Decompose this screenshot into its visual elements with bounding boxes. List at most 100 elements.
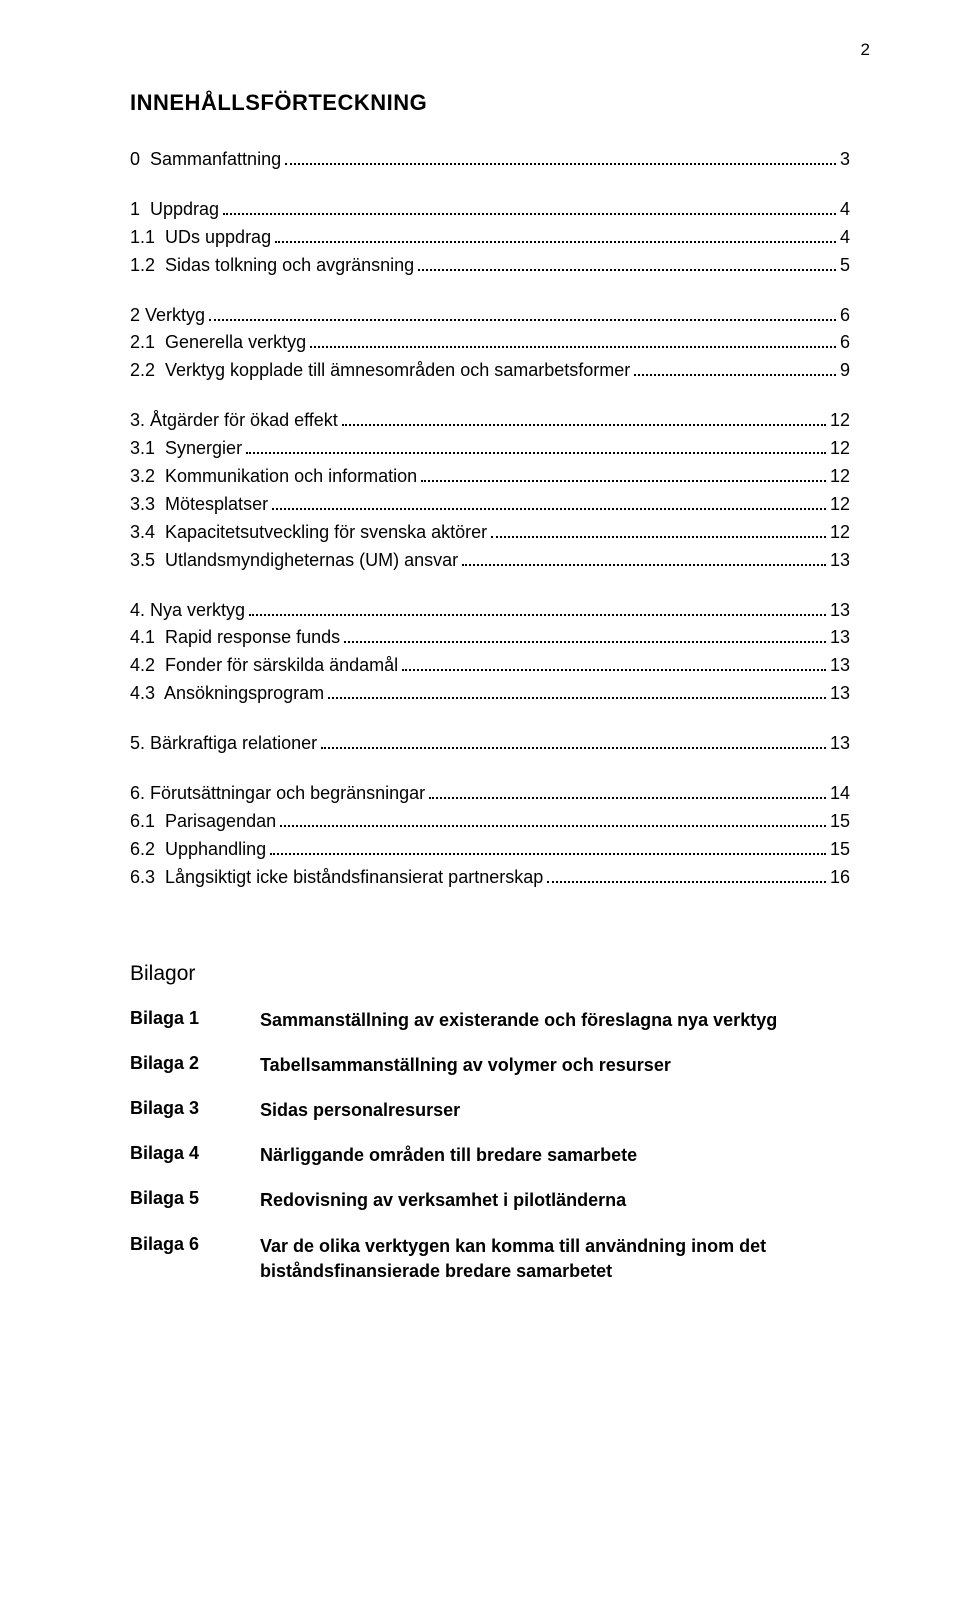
- toc-label: 6.1 Parisagendan: [130, 808, 276, 836]
- bilaga-label: Bilaga 5: [130, 1188, 260, 1209]
- toc-leader: [634, 363, 836, 377]
- toc-page: 13: [830, 547, 850, 575]
- bilaga-row: Bilaga 3 Sidas personalresurser: [130, 1098, 850, 1123]
- toc-label: 4.1 Rapid response funds: [130, 624, 340, 652]
- toc-entry: 1 Uppdrag 4: [130, 196, 850, 224]
- toc-label: 3.1 Synergier: [130, 435, 242, 463]
- toc-label: 3.3 Mötesplatser: [130, 491, 268, 519]
- toc-entry: 5. Bärkraftiga relationer 13: [130, 730, 850, 758]
- toc-page: 9: [840, 357, 850, 385]
- toc-leader: [418, 257, 836, 271]
- toc-leader: [246, 440, 826, 454]
- toc-entry: 3.2 Kommunikation och information 12: [130, 463, 850, 491]
- toc-label: 6.2 Upphandling: [130, 836, 266, 864]
- toc-page: 6: [840, 302, 850, 330]
- toc-page: 15: [830, 836, 850, 864]
- toc-leader: [209, 307, 836, 321]
- toc-label: 2.1 Generella verktyg: [130, 329, 306, 357]
- toc-entry: 6.2 Upphandling 15: [130, 836, 850, 864]
- bilaga-desc: Var de olika verktygen kan komma till an…: [260, 1234, 850, 1284]
- bilaga-desc: Tabellsammanställning av volymer och res…: [260, 1053, 850, 1078]
- bilaga-row: Bilaga 4 Närliggande områden till bredar…: [130, 1143, 850, 1168]
- group-gap: [130, 575, 850, 597]
- toc-label: 4. Nya verktyg: [130, 597, 245, 625]
- toc-entry: 1.2 Sidas tolkning och avgränsning 5: [130, 252, 850, 280]
- toc-entry: 2.2 Verktyg kopplade till ämnesområden o…: [130, 357, 850, 385]
- bilaga-row: Bilaga 2 Tabellsammanställning av volyme…: [130, 1053, 850, 1078]
- toc-label: 3.2 Kommunikation och information: [130, 463, 417, 491]
- toc-entry: 4.1 Rapid response funds 13: [130, 624, 850, 652]
- toc-label: 3. Åtgärder för ökad effekt: [130, 407, 338, 435]
- toc-label: 4.2 Fonder för särskilda ändamål: [130, 652, 398, 680]
- toc-entry: 6.3 Långsiktigt icke biståndsfinansierat…: [130, 864, 850, 892]
- toc-page: 12: [830, 519, 850, 547]
- toc-leader: [462, 552, 826, 566]
- toc-page: 12: [830, 407, 850, 435]
- toc-leader: [421, 468, 826, 482]
- bilaga-label: Bilaga 4: [130, 1143, 260, 1164]
- toc-label: 2.2 Verktyg kopplade till ämnesområden o…: [130, 357, 630, 385]
- bilaga-row: Bilaga 1 Sammanställning av existerande …: [130, 1008, 850, 1033]
- toc-heading: INNEHÅLLSFÖRTECKNING: [130, 90, 850, 116]
- toc-entry: 4.3 Ansökningsprogram 13: [130, 680, 850, 708]
- toc-page: 13: [830, 597, 850, 625]
- toc-leader: [310, 335, 836, 349]
- toc-page: 12: [830, 463, 850, 491]
- toc-entry: 3.1 Synergier 12: [130, 435, 850, 463]
- toc-label: 3.4 Kapacitetsutveckling för svenska akt…: [130, 519, 487, 547]
- toc-entry: 2.1 Generella verktyg 6: [130, 329, 850, 357]
- toc-label: 6.3 Långsiktigt icke biståndsfinansierat…: [130, 864, 543, 892]
- bilaga-label: Bilaga 1: [130, 1008, 260, 1029]
- toc-leader: [321, 735, 826, 749]
- toc-leader: [272, 496, 826, 510]
- toc-entry: 3.3 Mötesplatser 12: [130, 491, 850, 519]
- toc-label: 5. Bärkraftiga relationer: [130, 730, 317, 758]
- toc-label: 1 Uppdrag: [130, 196, 219, 224]
- group-gap: [130, 174, 850, 196]
- bilaga-desc: Sammanställning av existerande och föres…: [260, 1008, 850, 1033]
- toc-label: 3.5 Utlandsmyndigheternas (UM) ansvar: [130, 547, 458, 575]
- bilaga-row: Bilaga 5 Redovisning av verksamhet i pil…: [130, 1188, 850, 1213]
- toc-page: 16: [830, 864, 850, 892]
- toc-leader: [328, 686, 826, 700]
- toc-page: 4: [840, 196, 850, 224]
- toc-leader: [491, 524, 826, 538]
- toc-entry: 0 Sammanfattning 3: [130, 146, 850, 174]
- toc-entry: 6. Förutsättningar och begränsningar 14: [130, 780, 850, 808]
- toc-page: 14: [830, 780, 850, 808]
- bilaga-label: Bilaga 3: [130, 1098, 260, 1119]
- toc-entry: 6.1 Parisagendan 15: [130, 808, 850, 836]
- bilaga-desc: Närliggande områden till bredare samarbe…: [260, 1143, 850, 1168]
- toc-page: 4: [840, 224, 850, 252]
- toc-leader: [429, 785, 826, 799]
- toc-leader: [402, 658, 826, 672]
- toc-page: 13: [830, 730, 850, 758]
- toc-leader: [249, 602, 826, 616]
- bilaga-desc: Redovisning av verksamhet i pilotländern…: [260, 1188, 850, 1213]
- toc-entry: 3. Åtgärder för ökad effekt 12: [130, 407, 850, 435]
- bilaga-desc: Sidas personalresurser: [260, 1098, 850, 1123]
- bilaga-row: Bilaga 6 Var de olika verktygen kan komm…: [130, 1234, 850, 1284]
- toc-leader: [270, 841, 826, 855]
- toc-page: 12: [830, 435, 850, 463]
- document-page: 2 INNEHÅLLSFÖRTECKNING 0 Sammanfattning …: [0, 0, 960, 1600]
- toc-entry: 3.4 Kapacitetsutveckling för svenska akt…: [130, 519, 850, 547]
- toc-page: 12: [830, 491, 850, 519]
- toc-leader: [275, 229, 836, 243]
- group-gap: [130, 280, 850, 302]
- toc-leader: [280, 813, 826, 827]
- bilagor-heading: Bilagor: [130, 962, 850, 986]
- toc-page: 13: [830, 680, 850, 708]
- page-number: 2: [861, 40, 870, 60]
- toc-page: 6: [840, 329, 850, 357]
- toc-label: 6. Förutsättningar och begränsningar: [130, 780, 425, 808]
- toc-page: 5: [840, 252, 850, 280]
- toc-leader: [547, 869, 826, 883]
- toc-leader: [342, 413, 826, 427]
- toc-entry: 2 Verktyg 6: [130, 302, 850, 330]
- bilaga-label: Bilaga 2: [130, 1053, 260, 1074]
- toc-entry: 1.1 UDs uppdrag 4: [130, 224, 850, 252]
- bilaga-label: Bilaga 6: [130, 1234, 260, 1255]
- toc-leader: [344, 630, 826, 644]
- toc-leader: [285, 151, 836, 165]
